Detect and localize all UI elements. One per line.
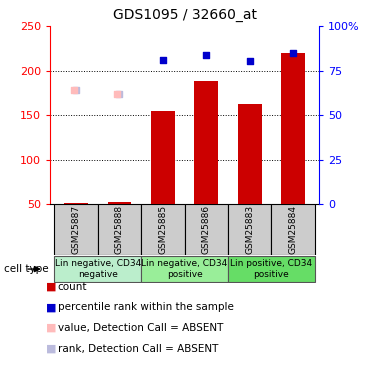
Point [290, 50, 296, 56]
Title: GDS1095 / 32660_at: GDS1095 / 32660_at [112, 9, 257, 22]
Text: count: count [58, 282, 87, 292]
Bar [281, 53, 305, 204]
Text: GSM25886: GSM25886 [202, 205, 211, 254]
Point [160, 57, 166, 63]
Text: Lin negative, CD34
positive: Lin negative, CD34 positive [141, 260, 228, 279]
Text: Lin positive, CD34
positive: Lin positive, CD34 positive [230, 260, 312, 279]
Text: ■: ■ [46, 282, 57, 292]
Point [203, 52, 209, 58]
Text: GSM25887: GSM25887 [72, 205, 81, 254]
Point [247, 58, 253, 64]
Bar [151, 111, 175, 204]
Bar [64, 202, 88, 204]
Bar [185, 204, 228, 255]
Point [114, 91, 120, 97]
Bar [238, 104, 262, 204]
Bar [141, 204, 185, 255]
Bar [55, 204, 98, 255]
Text: ■: ■ [46, 344, 57, 354]
Text: Lin negative, CD34
negative: Lin negative, CD34 negative [55, 260, 141, 279]
Text: GSM25883: GSM25883 [245, 205, 254, 254]
Text: rank, Detection Call = ABSENT: rank, Detection Call = ABSENT [58, 344, 218, 354]
Text: ■: ■ [46, 323, 57, 333]
Bar [271, 204, 315, 255]
Bar [108, 202, 131, 204]
Point [116, 91, 122, 97]
Text: cell type: cell type [4, 264, 48, 274]
Point [73, 87, 79, 93]
Bar [141, 256, 228, 282]
Text: GSM25888: GSM25888 [115, 205, 124, 254]
Text: GSM25885: GSM25885 [158, 205, 167, 254]
Text: ■: ■ [46, 303, 57, 312]
Bar [228, 204, 271, 255]
Text: value, Detection Call = ABSENT: value, Detection Call = ABSENT [58, 323, 223, 333]
Text: percentile rank within the sample: percentile rank within the sample [58, 303, 233, 312]
Point [71, 87, 77, 93]
Bar [194, 81, 218, 204]
Bar [228, 256, 315, 282]
Bar [55, 256, 141, 282]
Text: GSM25884: GSM25884 [289, 205, 298, 254]
Bar [98, 204, 141, 255]
